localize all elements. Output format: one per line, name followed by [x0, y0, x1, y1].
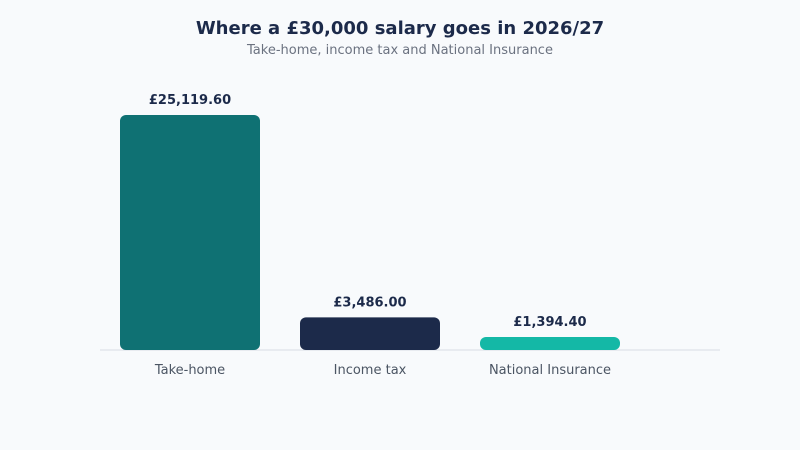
- category-label: National Insurance: [489, 363, 611, 378]
- bar-national-insurance: [480, 336, 620, 350]
- value-label: £1,394.40: [513, 315, 586, 330]
- value-label: £25,119.60: [149, 93, 231, 108]
- category-labels-group: Take-home Income tax National Insurance: [154, 363, 611, 378]
- bar-income-tax: [300, 317, 440, 350]
- chart-subtitle: Take-home, income tax and National Insur…: [247, 43, 553, 58]
- bars-group: [120, 115, 620, 350]
- chart-title: Where a £30,000 salary goes in 2026/27: [195, 18, 605, 39]
- value-label: £3,486.00: [333, 295, 406, 310]
- category-label: Take-home: [154, 363, 225, 378]
- bar-take-home: [120, 115, 260, 350]
- category-label: Income tax: [334, 363, 407, 378]
- value-labels-group: £25,119.60 £3,486.00 £1,394.40: [149, 93, 587, 330]
